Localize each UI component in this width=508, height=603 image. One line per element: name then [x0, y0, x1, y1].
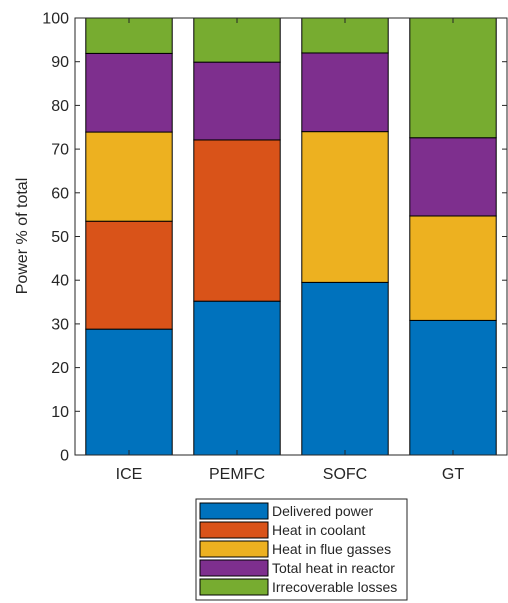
- y-tick-label: 30: [51, 316, 69, 333]
- y-tick-label: 60: [51, 185, 69, 202]
- y-tick-label: 50: [51, 229, 69, 246]
- bar-segment-pemfc-heat-in-coolant: [193, 139, 281, 302]
- y-tick-label: 10: [51, 404, 69, 421]
- y-tick-label: 20: [51, 360, 69, 377]
- bar-segment-gt-total-heat-in-reactor: [409, 137, 497, 217]
- bar-segment-ice-heat-in-flue-gasses: [85, 131, 173, 222]
- legend-swatch-irrecoverable-losses: [199, 578, 269, 596]
- legend-label-heat-in-coolant: Heat in coolant: [272, 522, 366, 538]
- bar-segment-gt-heat-in-flue-gasses: [409, 215, 497, 321]
- bar-segment-gt-irrecoverable-losses: [409, 17, 497, 139]
- bar-segment-sofc-total-heat-in-reactor: [301, 52, 389, 133]
- legend-swatch-delivered-power: [199, 502, 269, 520]
- bar-segment-ice-irrecoverable-losses: [85, 17, 173, 54]
- y-tick-label: 90: [51, 54, 69, 71]
- bars-layer: [85, 17, 497, 456]
- legend-label-delivered-power: Delivered power: [272, 503, 373, 519]
- bar-segment-ice-heat-in-coolant: [85, 220, 173, 330]
- y-tick-label: 100: [42, 11, 69, 28]
- x-tick-label-ice: ICE: [116, 466, 143, 483]
- legend: Delivered power Heat in coolant Heat in fl…: [195, 498, 408, 601]
- legend-swatch-heat-in-coolant: [199, 521, 269, 539]
- legend-label-total-heat-in-reactor: Total heat in reactor: [272, 560, 395, 576]
- bar-segment-pemfc-delivered-power: [193, 300, 281, 456]
- x-tick-label-pemfc: PEMFC: [209, 466, 265, 483]
- x-tick-label-sofc: SOFC: [323, 466, 367, 483]
- bar-segment-pemfc-total-heat-in-reactor: [193, 61, 281, 141]
- y-tick-label: 80: [51, 98, 69, 115]
- bar-segment-ice-delivered-power: [85, 328, 173, 456]
- bar-segment-sofc-irrecoverable-losses: [301, 17, 389, 54]
- bar-segment-sofc-delivered-power: [301, 281, 389, 456]
- legend-swatch-total-heat-in-reactor: [199, 559, 269, 577]
- legend-label-heat-in-flue-gasses: Heat in flue gasses: [272, 541, 391, 557]
- bar-segment-ice-total-heat-in-reactor: [85, 52, 173, 133]
- y-tick-label: 70: [51, 142, 69, 159]
- x-tick-label-gt: GT: [442, 466, 464, 483]
- bar-segment-gt-delivered-power: [409, 319, 497, 456]
- y-axis-label: Power % of total: [14, 178, 31, 295]
- axes-layer: 0 10 20 30 40 50 60 70 80 90 100 ICE PEMFC SOFC GT: [42, 11, 508, 483]
- legend-label-irrecoverable-losses: Irrecoverable losses: [272, 579, 397, 595]
- bar-segment-sofc-heat-in-flue-gasses: [301, 131, 389, 283]
- bar-segment-pemfc-irrecoverable-losses: [193, 17, 281, 63]
- y-tick-label: 40: [51, 273, 69, 290]
- legend-swatch-heat-in-flue-gasses: [199, 540, 269, 558]
- y-tick-label: 0: [60, 448, 69, 465]
